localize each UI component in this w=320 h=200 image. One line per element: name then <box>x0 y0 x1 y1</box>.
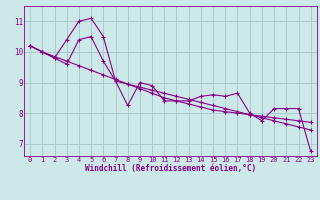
X-axis label: Windchill (Refroidissement éolien,°C): Windchill (Refroidissement éolien,°C) <box>85 164 256 173</box>
